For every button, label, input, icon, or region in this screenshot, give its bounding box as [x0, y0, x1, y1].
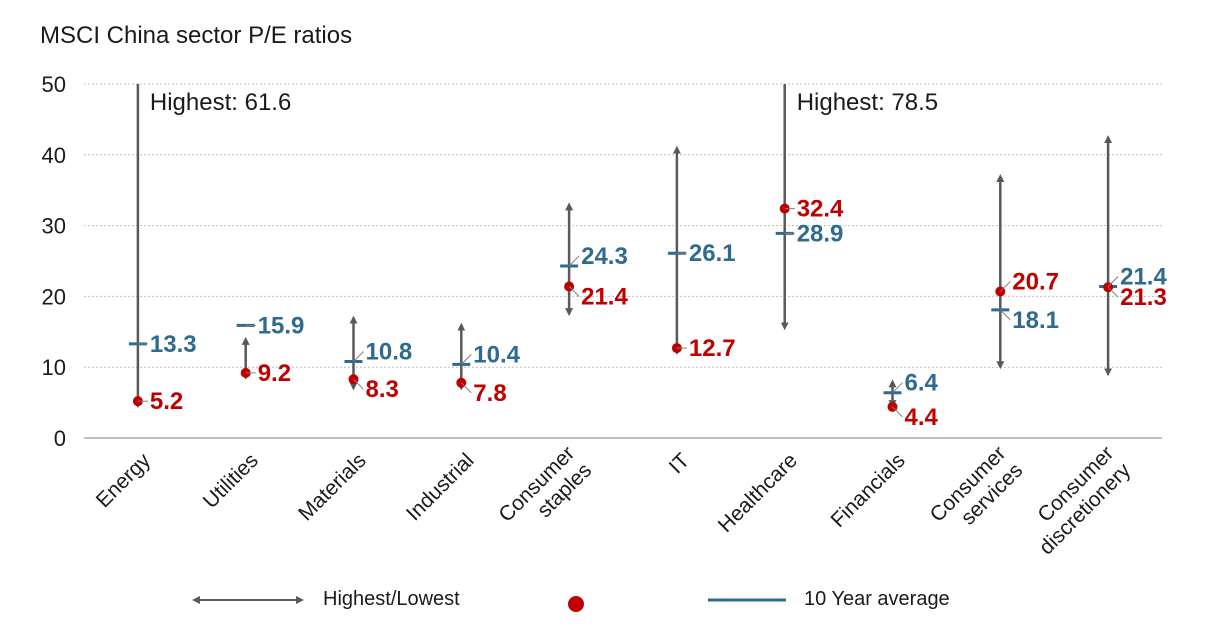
y-tick-label: 0	[54, 426, 66, 451]
average-label: 24.3	[581, 243, 628, 270]
current-pe-label: 8.3	[366, 376, 399, 403]
leader-line	[353, 378, 364, 390]
x-tick-label: Materials	[294, 449, 371, 526]
chart-title: MSCI China sector P/E ratios	[40, 22, 353, 49]
current-pe-label: 7.8	[473, 380, 506, 407]
current-pe-label: 9.2	[258, 360, 291, 387]
legend-label-10-year-average: 10 Year average	[804, 588, 950, 610]
average-label: 26.1	[689, 240, 736, 267]
x-tick-label: Consumerdiscretionery	[1018, 442, 1136, 560]
x-tick-label: Consumerstaples	[494, 442, 596, 544]
current-pe-label: 32.4	[797, 196, 844, 223]
leader-line	[892, 406, 903, 418]
current-pe-label: 20.7	[1012, 268, 1059, 295]
x-tick-label: Consumerservices	[926, 442, 1028, 544]
average-label: 21.4	[1120, 263, 1167, 290]
leader-line	[1107, 286, 1119, 298]
y-tick-label: 10	[42, 355, 66, 380]
average-label: 10.4	[473, 341, 520, 368]
leader-line	[460, 354, 472, 365]
x-tick-label: IT	[665, 449, 695, 479]
leader-line	[999, 309, 1011, 321]
average-label: 10.8	[366, 339, 413, 366]
x-tick-label: Energy	[92, 449, 156, 513]
x-tick-label: Healthcare	[714, 449, 802, 537]
current-pe-label: 4.4	[905, 404, 939, 431]
average-label: 13.3	[150, 331, 197, 358]
x-tick-label: Industrial	[402, 449, 479, 526]
highest-annotation: Highest: 61.6	[150, 89, 291, 116]
current-pe-label: 5.2	[150, 388, 183, 415]
leader-line	[892, 382, 903, 394]
leader-line	[460, 382, 472, 394]
y-tick-label: 40	[42, 143, 66, 168]
x-tick-label: Utilities	[199, 449, 263, 513]
leader-line	[1107, 276, 1119, 287]
leader-line	[568, 286, 580, 297]
legend-label-highest-lowest: Highest/Lowest	[323, 588, 460, 610]
x-tick-label: Financials	[827, 449, 910, 532]
y-tick-label: 30	[42, 214, 66, 239]
current-pe-label: 12.7	[689, 335, 736, 362]
leader-line	[999, 281, 1011, 292]
average-label: 6.4	[905, 370, 939, 397]
y-tick-label: 20	[42, 284, 66, 309]
average-label: 15.9	[258, 312, 305, 339]
highest-annotation: Highest: 78.5	[797, 89, 938, 116]
leader-line	[353, 351, 364, 362]
y-tick-label: 50	[42, 72, 66, 97]
average-label: 28.9	[797, 220, 844, 247]
legend-dot	[568, 596, 584, 612]
current-pe-label: 21.4	[581, 283, 628, 310]
average-label: 18.1	[1012, 307, 1059, 334]
legend: Highest/Lowest 10 Year average	[0, 580, 1208, 620]
leader-line	[568, 255, 580, 267]
current-pe-label: 21.3	[1120, 284, 1167, 311]
